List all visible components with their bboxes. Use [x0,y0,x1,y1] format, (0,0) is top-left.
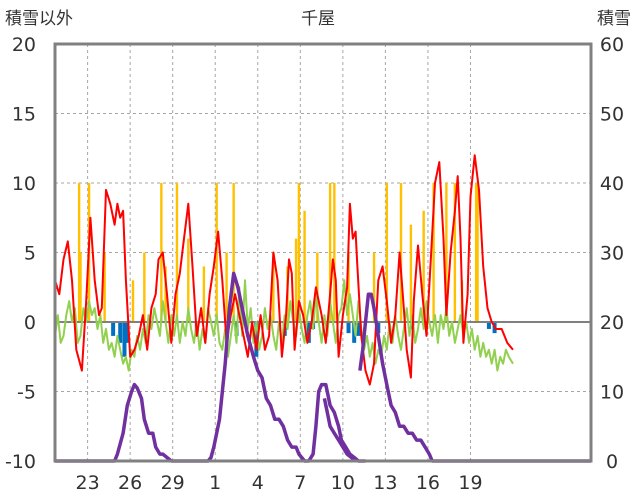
right-tick-labels: 60 50 40 30 20 10 0 [600,34,624,473]
precip-bar [333,183,336,322]
x-tick-label: 23 [76,472,100,494]
precip-bar [297,183,301,322]
precip-bar [160,183,163,322]
precip-bar [79,252,82,322]
precip-bar [143,252,146,322]
blue-bar [118,322,123,343]
left-tick-label: 15 [12,104,36,126]
precip-bar [103,252,106,322]
precip-bar [347,252,350,322]
precip-bar [453,183,457,322]
x-tick-label: 26 [118,472,142,494]
green-series-line [54,279,514,372]
snow-depth-line [55,271,366,463]
left-tick-labels: 20 15 10 5 0 -5 -10 [5,34,36,473]
precip-bar [77,183,81,322]
right-tick-label: 60 [600,34,624,56]
blue-bar [486,322,491,329]
right-tick-label: 30 [600,243,624,265]
blue-bar [254,322,259,357]
x-tick-label: 4 [252,472,264,494]
precip-bar [422,210,425,322]
right-axis-label: 積雪 [597,9,631,29]
right-tick-label: 50 [600,104,624,126]
precip-bar [385,183,389,322]
precip-bar [294,238,298,322]
left-axis-label: 積雪以外 [5,9,73,29]
precip-bar [474,183,478,322]
precip-bar [316,252,319,322]
precip-bar [232,183,235,322]
blue-bar [346,322,351,334]
precip-bar [164,266,167,322]
precip-bar [272,252,275,322]
snow-depth-b-line [322,398,357,463]
left-tick-label: 20 [12,34,36,56]
precip-bar [175,183,179,322]
blue-bar [356,322,361,336]
right-tick-label: 20 [600,312,624,334]
x-tick-label: 10 [331,472,355,494]
precip-bar [225,252,228,322]
left-tick-label: 10 [12,173,36,195]
precip-bar [303,210,306,322]
right-tick-label: 40 [600,173,624,195]
temperature-line [54,154,514,386]
blue-bar [125,322,130,343]
precipitation-bars [77,183,479,322]
precip-bar [372,252,376,322]
left-tick-label: -5 [17,382,36,404]
blue-bar [122,322,127,357]
grid-lines [55,43,591,462]
right-tick-label: 10 [600,382,624,404]
x-tick-label: 16 [416,472,440,494]
precip-bar [432,183,435,322]
chart-title: 千屋 [301,9,335,29]
precip-bar [187,238,190,322]
right-tick-label: 0 [606,451,618,473]
x-tick-label: 19 [458,472,482,494]
left-tick-label: 0 [24,312,36,334]
precip-bar [409,224,413,322]
snow-depth-c-line [358,292,591,463]
plot-frame [53,42,593,463]
precip-bar [476,183,479,322]
x-tick-label: 29 [161,472,185,494]
x-tick-label: 7 [294,472,306,494]
series-lines [54,154,591,463]
precip-bar [445,183,448,322]
precip-bar [399,183,403,322]
precip-bar [202,266,206,322]
precip-bar [131,280,135,322]
precip-bar [215,183,218,322]
x-tick-label: 13 [373,472,397,494]
x-tick-labels: 23 26 29 1 4 7 10 13 16 19 [76,472,483,494]
x-tick-label: 1 [209,472,221,494]
blue-bar [111,322,116,336]
left-tick-label: -10 [5,451,36,473]
left-tick-label: 5 [24,243,36,265]
precip-bar [328,183,332,322]
